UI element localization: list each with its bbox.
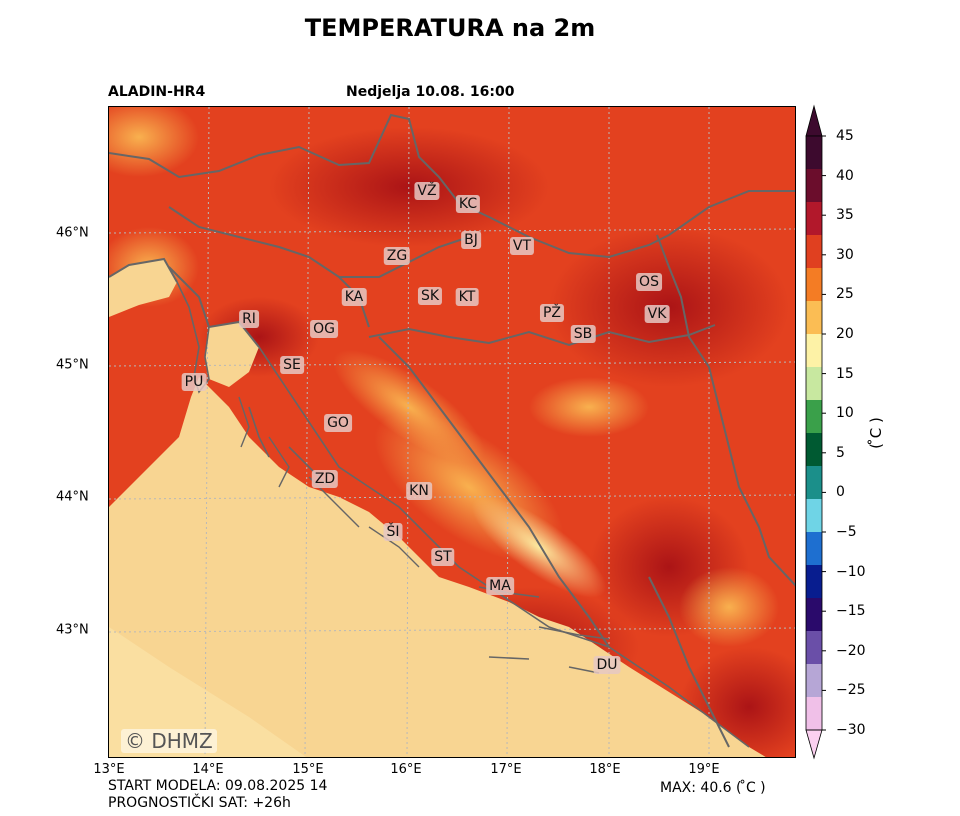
city-label: SE [280, 356, 304, 374]
graticule [109, 107, 795, 757]
colorbar-segment [806, 169, 822, 203]
colorbar-segment [806, 136, 822, 170]
city-label: BJ [461, 231, 481, 249]
city-label: VŽ [414, 182, 440, 200]
city-label: ST [431, 548, 455, 566]
city-label: OS [636, 273, 662, 291]
city-label: OG [310, 320, 338, 338]
colorbar-tick-label: 0 [836, 484, 845, 501]
colorbar-segment [806, 565, 822, 599]
colorbar-tick-label: 30 [836, 246, 854, 263]
colorbar [805, 104, 826, 760]
model-name: ALADIN-HR4 [108, 84, 206, 100]
colorbar-tick-label: 5 [836, 444, 845, 461]
dhmz-watermark: © DHMZ [121, 729, 217, 753]
city-label: PŽ [539, 304, 565, 322]
lat-tick: 43°N [56, 622, 89, 638]
city-label: RI [239, 310, 259, 328]
colorbar-min-extend [805, 729, 823, 760]
city-label: DU [593, 656, 621, 674]
colorbar-segment [806, 598, 822, 632]
colorbar-tick-label: −5 [836, 524, 857, 540]
colorbar-unit: ( ̊C ) [867, 417, 885, 449]
city-label: ŠI [383, 523, 403, 541]
colorbar-segment [806, 664, 822, 698]
colorbar-segment [806, 697, 822, 731]
lat-tick: 45°N [56, 357, 89, 373]
map-canvas [109, 107, 795, 757]
colorbar-tick-label: 40 [836, 167, 854, 184]
colorbar-tick-label: −15 [836, 603, 866, 620]
colorbar-tick-label: 20 [836, 326, 854, 342]
colorbar-segment [806, 235, 822, 269]
lon-tick: 14°E [192, 762, 224, 777]
colorbar-segment [806, 202, 822, 236]
lon-tick: 16°E [390, 762, 422, 777]
city-label: ZD [311, 470, 339, 488]
colorbar-tick-label: 15 [836, 365, 854, 382]
forecast-hour: PROGNOSTIČKI SAT: +26h [108, 795, 291, 811]
colorbar-segment [806, 466, 822, 500]
colorbar-segment [806, 433, 822, 467]
city-label: GO [324, 414, 352, 432]
temperature-map: VŽ KC BJ VT ZG OS KA SK KT PŽ VK RI OG S… [108, 106, 796, 758]
colorbar-segment [806, 499, 822, 533]
colorbar-segment [806, 301, 822, 335]
lon-tick: 17°E [490, 762, 522, 777]
colorbar-tick-label: −20 [836, 642, 866, 659]
colorbar-segment [806, 532, 822, 566]
city-label: KT [455, 288, 479, 306]
city-label: KC [455, 195, 481, 213]
cooler-areas [109, 107, 779, 647]
city-label: MA [486, 577, 514, 595]
colorbar-tick-label: 25 [836, 286, 854, 303]
colorbar-tick-label: 10 [836, 405, 854, 422]
forecast-date: Nedjelja 10.08. 16:00 [346, 84, 515, 100]
city-label: ZG [383, 247, 411, 265]
colorbar-tick-label: −30 [836, 722, 866, 738]
borders [109, 113, 795, 748]
city-label: PU [181, 373, 207, 391]
colorbar-segment [806, 334, 822, 368]
max-temperature: MAX: 40.6 ( ̊C ) [660, 780, 766, 796]
sea-shading [109, 627, 307, 757]
colorbar-border [805, 135, 823, 731]
kvarner-bay [205, 322, 259, 387]
city-label: KA [341, 288, 367, 306]
city-label: VT [509, 237, 535, 255]
city-label: SK [417, 287, 443, 305]
lon-tick: 13°E [93, 762, 125, 777]
colorbar-segment [806, 367, 822, 401]
city-label: SB [570, 325, 596, 343]
colorbar-tick-label: 35 [836, 207, 854, 224]
model-start-time: START MODELA: 09.08.2025 14 [108, 778, 328, 794]
colorbar-max-extend [805, 104, 823, 137]
colorbar-tick-label: 45 [836, 128, 854, 144]
lat-tick: 44°N [56, 489, 89, 505]
gulf-of-trieste [109, 259, 177, 317]
city-label: VK [644, 305, 670, 323]
colorbar-tick-label: −25 [836, 682, 866, 699]
city-label: KN [406, 482, 432, 500]
lat-tick: 46°N [56, 225, 89, 241]
map-title: TEMPERATURA na 2m [304, 14, 596, 42]
lon-tick: 18°E [589, 762, 621, 777]
lon-tick: 15°E [292, 762, 324, 777]
lon-tick: 19°E [688, 762, 720, 777]
colorbar-segment [806, 268, 822, 302]
islands [238, 396, 420, 568]
colorbar-segment [806, 631, 822, 665]
colorbar-segment [806, 400, 822, 434]
colorbar-tick-label: −10 [836, 563, 866, 580]
